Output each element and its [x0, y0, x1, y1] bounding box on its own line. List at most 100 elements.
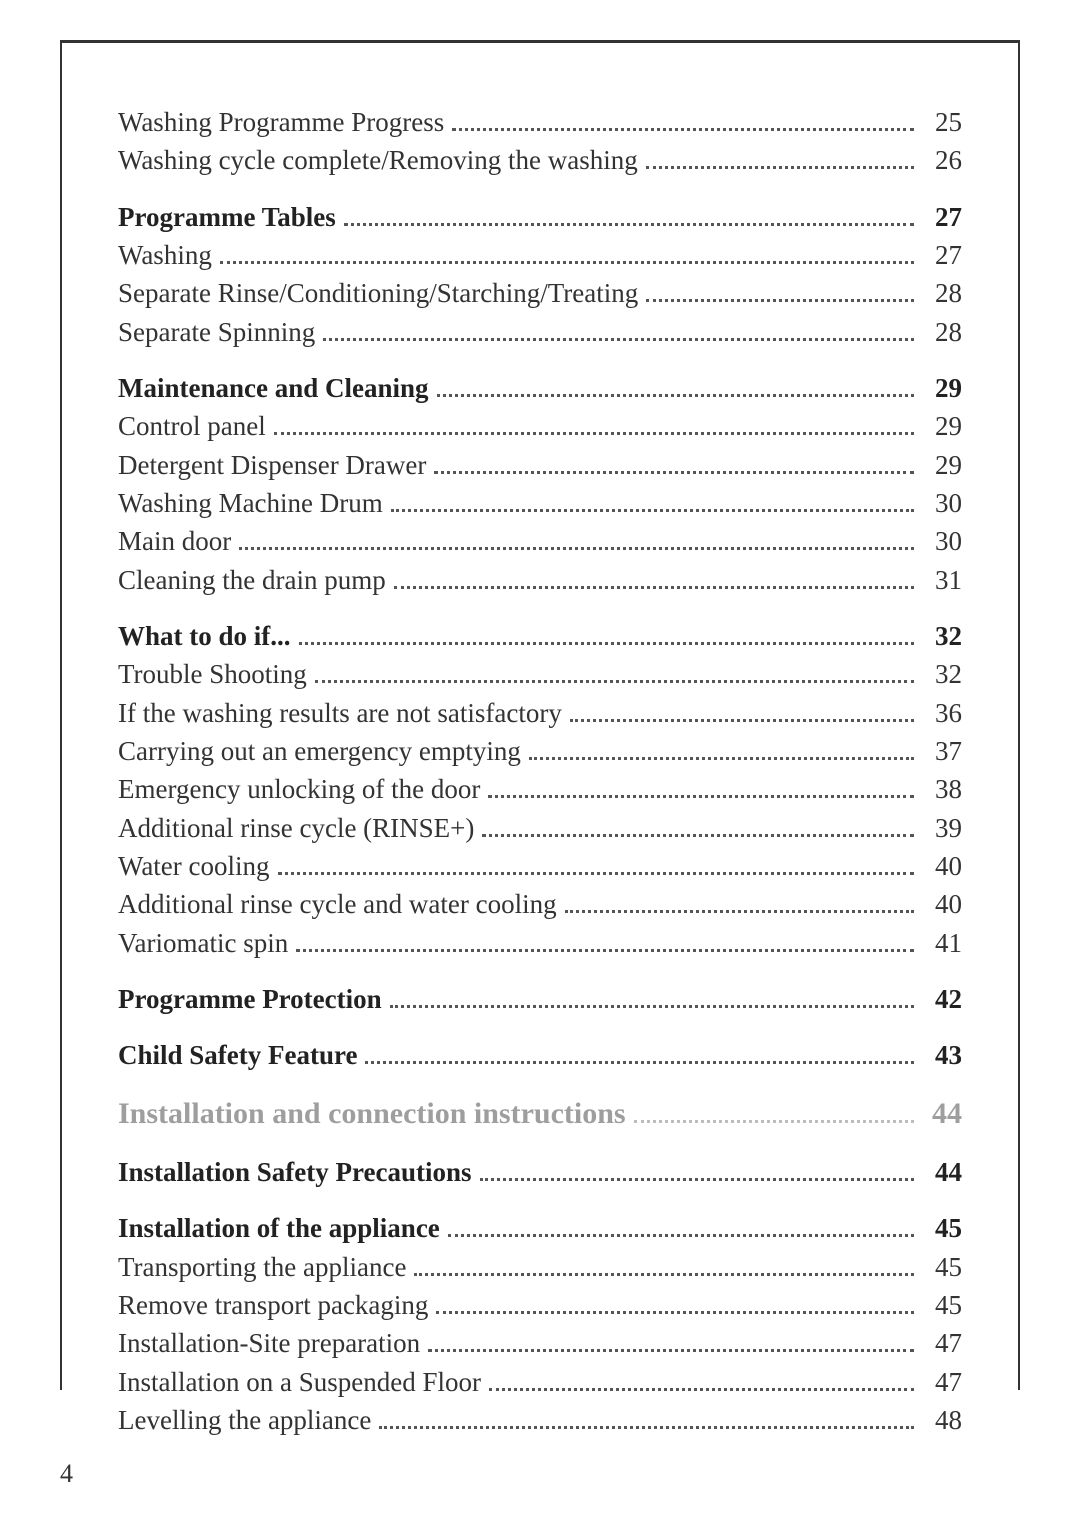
toc-leader-dots [274, 417, 914, 435]
toc-label: Trouble Shooting [118, 655, 307, 693]
toc-row: Control panel29 [118, 407, 962, 445]
toc-row: Trouble Shooting 32 [118, 655, 962, 693]
toc-page-number: 45 [922, 1248, 962, 1286]
toc-leader-dots [296, 934, 914, 952]
toc-page-number: 28 [922, 313, 962, 351]
toc-row: Remove transport packaging 45 [118, 1286, 962, 1324]
toc-label: Remove transport packaging [118, 1286, 428, 1324]
toc-row: What to do if...32 [118, 617, 962, 655]
toc-leader-dots [529, 742, 914, 760]
toc-label: Separate Rinse/Conditioning/Starching/Tr… [118, 274, 638, 312]
toc-leader-dots [480, 1163, 914, 1181]
toc-row: Maintenance and Cleaning 29 [118, 369, 962, 407]
toc-label: Detergent Dispenser Drawer [118, 446, 426, 484]
toc-leader-dots [323, 323, 914, 341]
toc-page-number: 44 [922, 1093, 962, 1136]
toc-row: Variomatic spin 41 [118, 924, 962, 962]
toc-leader-dots [646, 151, 914, 169]
toc-page-number: 25 [922, 103, 962, 141]
toc-page-number: 31 [922, 561, 962, 599]
toc-label: Installation on a Suspended Floor [118, 1363, 481, 1401]
toc-label: If the washing results are not satisfact… [118, 694, 562, 732]
toc-group: Washing Programme Progress 25Washing cycl… [118, 103, 962, 180]
toc-label: Separate Spinning [118, 313, 315, 351]
toc-group: Child Safety Feature 43 [118, 1036, 962, 1074]
toc-label: Washing Programme Progress [118, 103, 444, 141]
toc-leader-dots [565, 895, 914, 913]
toc-row: Separate Rinse/Conditioning/Starching/Tr… [118, 274, 962, 312]
toc-leader-dots [315, 665, 914, 683]
toc-page-number: 39 [922, 809, 962, 847]
toc-leader-dots [299, 627, 914, 645]
toc-leader-dots [379, 1411, 914, 1429]
toc-row: Installation-Site preparation47 [118, 1324, 962, 1362]
toc-row: Programme Tables 27 [118, 198, 962, 236]
toc-leader-dots [365, 1046, 914, 1064]
toc-page-number: 37 [922, 732, 962, 770]
toc-page-number: 28 [922, 274, 962, 312]
toc-page-number: 40 [922, 885, 962, 923]
toc-group: Installation and connection instructions… [118, 1093, 962, 1136]
toc-page-number: 45 [922, 1286, 962, 1324]
toc-row: If the washing results are not satisfact… [118, 694, 962, 732]
toc-label: Levelling the appliance [118, 1401, 371, 1439]
toc-page-number: 41 [922, 924, 962, 962]
toc-row: Washing Machine Drum 30 [118, 484, 962, 522]
table-of-contents: Washing Programme Progress 25Washing cycl… [118, 103, 962, 1439]
toc-label: Carrying out an emergency emptying [118, 732, 521, 770]
toc-leader-dots [391, 494, 914, 512]
toc-row: Installation Safety Precautions44 [118, 1153, 962, 1191]
toc-leader-dots [344, 208, 914, 226]
toc-group: Programme Tables 27Washing27Separate Rins… [118, 198, 962, 351]
toc-row: Washing27 [118, 236, 962, 274]
toc-leader-dots [220, 246, 914, 264]
toc-page-number: 26 [922, 141, 962, 179]
toc-leader-dots [434, 456, 914, 474]
toc-row: Installation of the appliance45 [118, 1209, 962, 1247]
toc-row: Additional rinse cycle and water cooling… [118, 885, 962, 923]
toc-group: Maintenance and Cleaning29Control panel2… [118, 369, 962, 599]
toc-label: Installation-Site preparation [118, 1324, 420, 1362]
toc-leader-dots [570, 704, 914, 722]
toc-leader-dots [239, 532, 914, 550]
toc-label: Control panel [118, 407, 266, 445]
toc-leader-dots [437, 379, 914, 397]
toc-page-number: 30 [922, 484, 962, 522]
toc-label: Additional rinse cycle (RINSE+) [118, 809, 474, 847]
toc-row: Cleaning the drain pump31 [118, 561, 962, 599]
toc-leader-dots [436, 1296, 914, 1314]
toc-leader-dots [452, 113, 914, 131]
toc-label: Variomatic spin [118, 924, 288, 962]
toc-row: Levelling the appliance 48 [118, 1401, 962, 1439]
toc-leader-dots [390, 990, 914, 1008]
toc-page-number: 30 [922, 522, 962, 560]
toc-label: Washing [118, 236, 212, 274]
toc-label: Programme Tables [118, 198, 336, 236]
toc-label: Water cooling [118, 847, 270, 885]
toc-row: Installation on a Suspended Floor 47 [118, 1363, 962, 1401]
toc-leader-dots [394, 571, 914, 589]
toc-leader-dots [278, 857, 914, 875]
toc-page-number: 27 [922, 198, 962, 236]
toc-row: Transporting the appliance45 [118, 1248, 962, 1286]
toc-page-number: 38 [922, 770, 962, 808]
toc-page-number: 29 [922, 369, 962, 407]
toc-label: Washing Machine Drum [118, 484, 383, 522]
toc-group: Installation Safety Precautions44 [118, 1153, 962, 1191]
toc-group: Programme Protection42 [118, 980, 962, 1018]
toc-page-number: 29 [922, 446, 962, 484]
toc-label: Child Safety Feature [118, 1036, 357, 1074]
toc-page-number: 48 [922, 1401, 962, 1439]
toc-page-number: 47 [922, 1363, 962, 1401]
toc-row: Child Safety Feature 43 [118, 1036, 962, 1074]
toc-label: Installation and connection instructions [118, 1093, 626, 1136]
toc-page-number: 32 [922, 655, 962, 693]
toc-page-number: 42 [922, 980, 962, 1018]
toc-label: Maintenance and Cleaning [118, 369, 429, 407]
toc-row: Washing cycle complete/Removing the wash… [118, 141, 962, 179]
toc-row: Programme Protection42 [118, 980, 962, 1018]
toc-leader-dots [428, 1335, 914, 1353]
toc-page-number: 43 [922, 1036, 962, 1074]
toc-row: Emergency unlocking of the door38 [118, 770, 962, 808]
toc-row: Water cooling40 [118, 847, 962, 885]
